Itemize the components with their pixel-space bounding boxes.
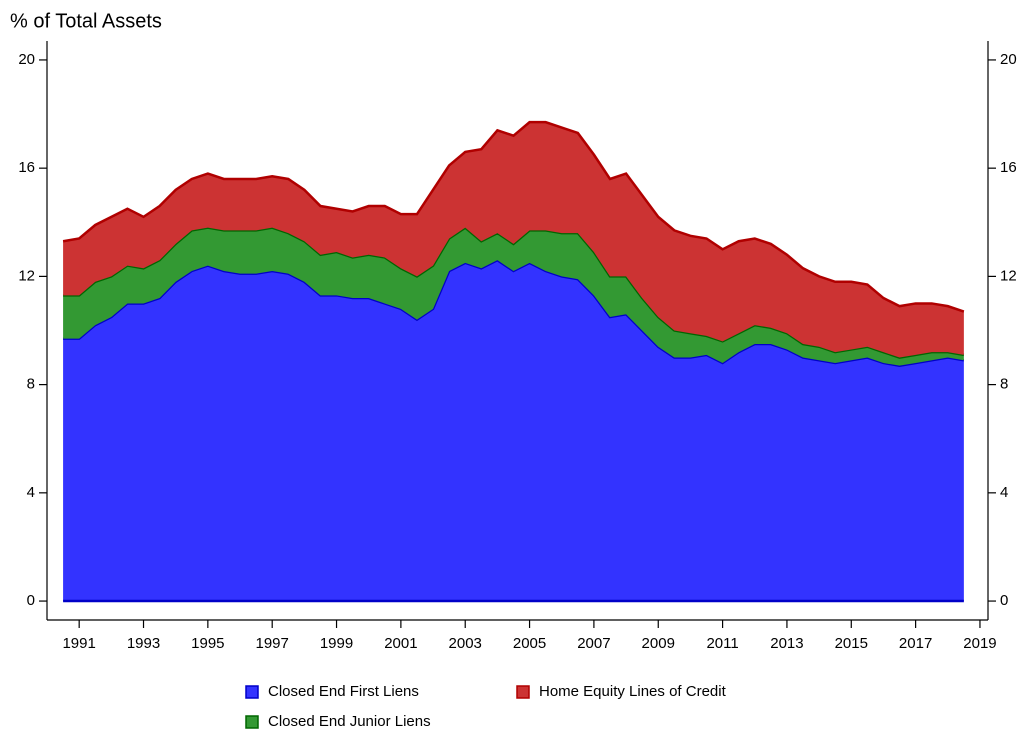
y2-tick-label: 16: [1000, 159, 1017, 176]
y-tick-label: 20: [18, 51, 35, 68]
legend-label: Closed End Junior Liens: [268, 713, 431, 730]
y2-tick-label: 12: [1000, 267, 1017, 284]
x-tick-label: 1991: [62, 635, 95, 652]
x-tick-label: 1999: [320, 635, 353, 652]
area: [63, 227, 964, 366]
area-edge: [62, 120, 965, 313]
y-tick-label: 8: [27, 376, 35, 393]
x-tick-label: 2005: [513, 635, 546, 652]
x-tick-label: 1995: [191, 635, 224, 652]
y-tick-label: 16: [18, 159, 35, 176]
area-edge: [63, 226, 965, 359]
chart-title: % of Total Assets: [10, 10, 162, 32]
y-tick-label: 0: [27, 592, 35, 609]
y-tick-label: 4: [27, 484, 35, 501]
x-tick-label: 2013: [770, 635, 803, 652]
x-tick-label: 2003: [449, 635, 482, 652]
area: [63, 260, 964, 602]
x-tick-label: 2001: [384, 635, 417, 652]
y-tick-label: 12: [18, 267, 35, 284]
x-tick-label: 2009: [642, 635, 675, 652]
x-tick-label: 2011: [706, 635, 738, 652]
legend-swatch: [516, 685, 530, 699]
x-tick-label: 2017: [899, 635, 932, 652]
area: [63, 122, 964, 358]
x-tick-label: 1993: [127, 635, 160, 652]
y2-tick-label: 0: [1000, 592, 1008, 609]
legend-swatch: [245, 685, 259, 699]
x-tick-label: 2015: [835, 635, 868, 652]
x-tick-label: 1997: [256, 635, 289, 652]
x-tick-label: 2019: [963, 635, 996, 652]
y2-tick-label: 8: [1000, 376, 1008, 393]
y2-tick-label: 4: [1000, 484, 1008, 501]
legend-label: Closed End First Liens: [268, 683, 419, 700]
x-tick-label: 2007: [577, 635, 610, 652]
legend-swatch: [245, 715, 259, 729]
y2-tick-label: 20: [1000, 51, 1017, 68]
legend-label: Home Equity Lines of Credit: [539, 683, 727, 700]
